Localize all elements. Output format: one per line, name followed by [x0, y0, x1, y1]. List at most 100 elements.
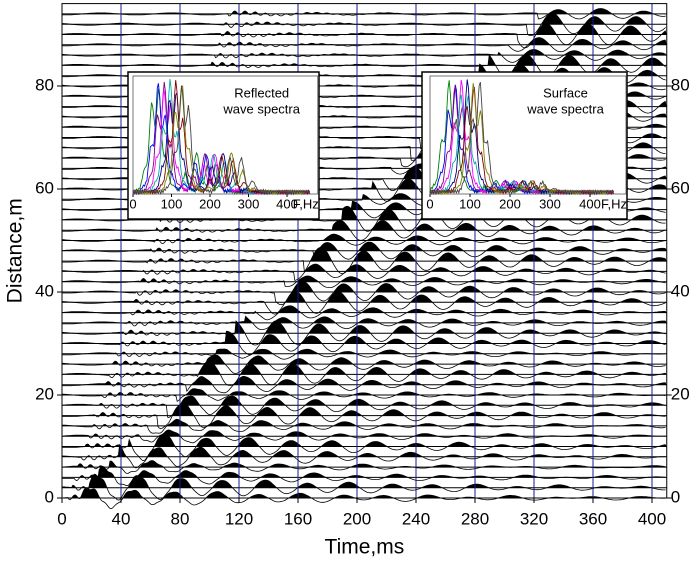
- trace-fill: [62, 487, 667, 498]
- trace-wiggle: [62, 280, 666, 306]
- trace-wiggle: [61, 418, 666, 434]
- trace-fill: [62, 396, 667, 406]
- trace-fill: [62, 349, 667, 354]
- trace-wiggle: [62, 8, 666, 20]
- x-tick-label: 80: [171, 509, 190, 528]
- trace-wiggle: [61, 241, 666, 260]
- inset-plot-frame: [132, 75, 319, 195]
- inset-x-tick-label: 200: [499, 196, 521, 211]
- trace-wiggle: [61, 330, 666, 356]
- trace-wiggle: [62, 291, 666, 315]
- inset-title: wave spectra: [222, 101, 300, 116]
- y-axis-label: Distance,m: [4, 198, 27, 303]
- inset-title: Reflected: [234, 85, 289, 100]
- trace-fill: [62, 220, 667, 231]
- y-tick-label: 60: [35, 178, 54, 197]
- inset-x-tick-label: 400: [276, 196, 298, 211]
- x-tick-label: 400: [638, 509, 666, 528]
- trace-wiggle: [61, 443, 666, 469]
- inset-x-label: F,Hz: [293, 196, 319, 211]
- trace-fill: [62, 49, 667, 56]
- trace-wiggle: [61, 465, 666, 487]
- inset-x-tick-label: 100: [161, 196, 183, 211]
- x-tick-label: 120: [225, 509, 253, 528]
- inset-x-label: F,Hz: [601, 196, 627, 211]
- trace-wiggle: [61, 402, 666, 430]
- trace-fill: [62, 435, 667, 447]
- inset-x-tick-label: 300: [539, 196, 561, 211]
- inset-x-tick-label: 200: [199, 196, 221, 211]
- x-tick-label: 320: [520, 509, 548, 528]
- trace-fill: [62, 281, 667, 292]
- trace-fill: [62, 242, 667, 251]
- y-tick-label: 80: [35, 75, 54, 94]
- y2-tick-label: 80: [671, 75, 690, 94]
- trace-wiggle: [62, 219, 666, 241]
- inset-x-tick-label: 400: [579, 196, 601, 211]
- trace-wiggle: [61, 54, 666, 77]
- trace-wiggle: [61, 395, 666, 418]
- y-tick-label: 0: [45, 487, 54, 506]
- inset-x-tick-label: 300: [238, 196, 260, 211]
- y2-tick-label: 60: [671, 178, 690, 197]
- inset-x-tick-label: 100: [459, 196, 481, 211]
- spectrum-curve: [132, 85, 311, 196]
- trace-wiggle: [61, 429, 666, 444]
- spectrum-curve: [429, 82, 614, 196]
- trace-fill: [62, 360, 667, 375]
- trace-fill: [62, 444, 667, 457]
- trace-fill: [62, 460, 667, 468]
- trace-wiggle: [61, 348, 666, 360]
- trace-fill: [62, 402, 667, 416]
- trace-wiggle: [61, 49, 666, 63]
- trace-wiggle: [62, 315, 666, 330]
- trace-wiggle: [62, 233, 666, 246]
- trace-fill: [62, 23, 667, 35]
- trace-wiggle: [62, 37, 666, 53]
- y2-tick-label: 40: [671, 281, 690, 300]
- trace-wiggle: [61, 305, 666, 321]
- plot-frame: [61, 3, 668, 499]
- x-axis-label: Time,ms: [325, 536, 405, 559]
- trace-wiggle: [61, 359, 666, 386]
- trace-wiggle: [61, 388, 666, 403]
- trace-wiggle: [61, 375, 666, 394]
- inset-plot-frame: [429, 75, 627, 195]
- trace-wiggle: [62, 263, 666, 281]
- x-tick-label: 360: [579, 509, 607, 528]
- trace-fill: [62, 429, 667, 437]
- x-tick-label: 280: [461, 509, 489, 528]
- trace-fill: [62, 13, 667, 25]
- trace-fill: [62, 388, 667, 395]
- trace-wiggle: [61, 320, 666, 346]
- trace-fill: [62, 276, 667, 282]
- trace-wiggle: [61, 460, 666, 474]
- y2-tick-label: 20: [671, 384, 690, 403]
- trace-wiggle: [61, 22, 666, 49]
- trace-fill: [62, 8, 667, 14]
- x-tick-label: 40: [112, 509, 131, 528]
- x-tick-label: 200: [343, 509, 371, 528]
- inset-title: wave spectra: [526, 101, 604, 116]
- inset-title: Surface: [543, 85, 588, 100]
- inset-x-tick-label: 0: [426, 196, 433, 211]
- trace-fill: [62, 54, 667, 66]
- trace-wiggle: [61, 275, 666, 289]
- trace-fill: [62, 355, 667, 365]
- y-tick-label: 40: [35, 281, 54, 300]
- y2-tick-label: 0: [671, 487, 680, 506]
- trace-fill: [62, 193, 667, 200]
- trace-fill: [62, 376, 667, 385]
- x-tick-label: 240: [402, 509, 430, 528]
- trace-wiggle: [61, 354, 666, 374]
- y-tick-label: 20: [35, 384, 54, 403]
- trace-fill: [62, 247, 667, 262]
- trace-fill: [62, 466, 667, 478]
- trace-wiggle: [62, 12, 666, 36]
- trace-fill: [62, 305, 667, 313]
- trace-fill: [62, 419, 667, 426]
